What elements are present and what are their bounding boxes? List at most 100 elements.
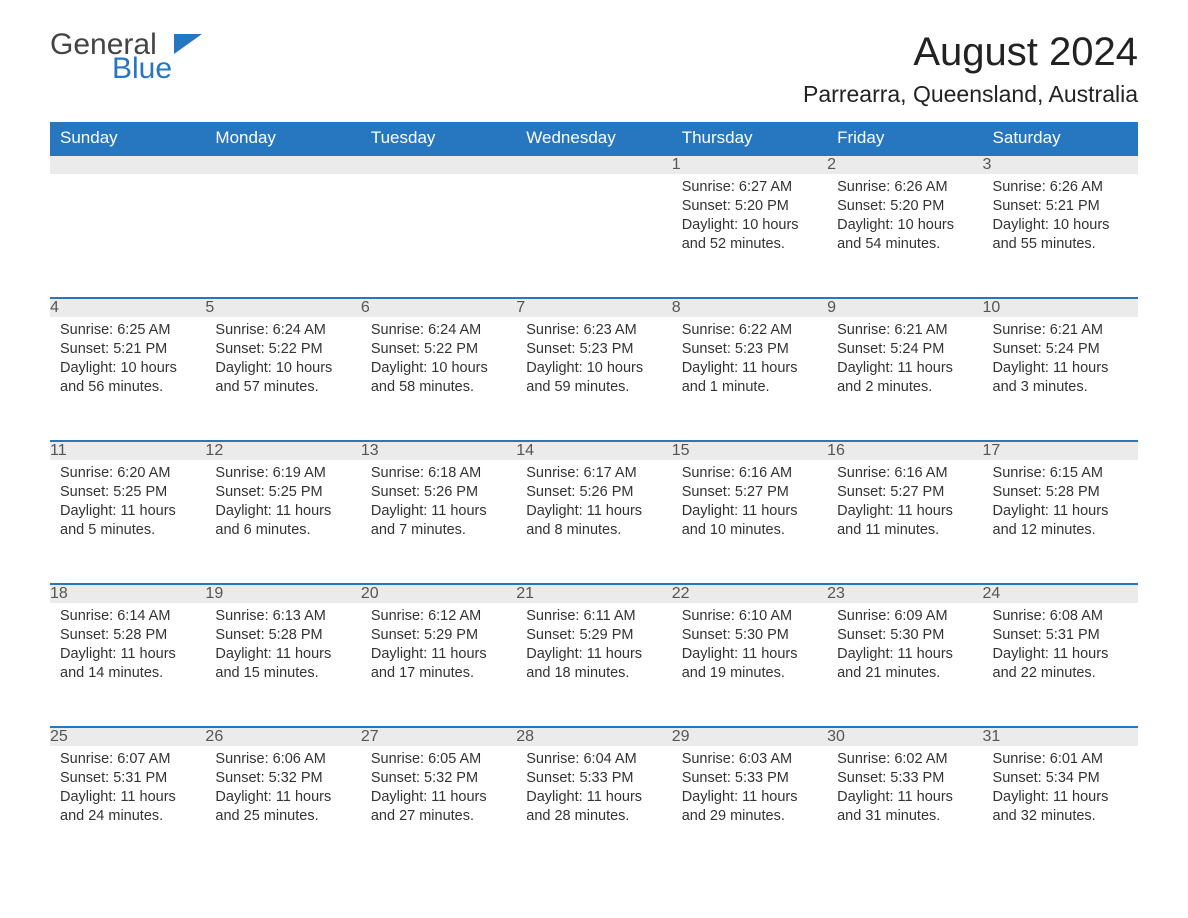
calendar-table: SundayMondayTuesdayWednesdayThursdayFrid… xyxy=(50,122,1138,870)
day-cell: Sunrise: 6:08 AMSunset: 5:31 PMDaylight:… xyxy=(983,603,1138,727)
empty-day-number xyxy=(516,155,671,174)
day-cell: Sunrise: 6:20 AMSunset: 5:25 PMDaylight:… xyxy=(50,460,205,584)
sunset-line: Sunset: 5:27 PM xyxy=(682,484,789,500)
day-content: Sunrise: 6:25 AMSunset: 5:21 PMDaylight:… xyxy=(50,317,205,408)
daylight-line: Daylight: 10 hours and 55 minutes. xyxy=(993,217,1110,252)
week-daynum-row: 11121314151617 xyxy=(50,441,1138,460)
daylight-line: Daylight: 11 hours and 1 minute. xyxy=(682,360,798,395)
sunrise-line: Sunrise: 6:23 AM xyxy=(526,322,636,338)
day-cell: Sunrise: 6:18 AMSunset: 5:26 PMDaylight:… xyxy=(361,460,516,584)
day-content: Sunrise: 6:02 AMSunset: 5:33 PMDaylight:… xyxy=(827,746,982,837)
day-cell: Sunrise: 6:17 AMSunset: 5:26 PMDaylight:… xyxy=(516,460,671,584)
day-cell: Sunrise: 6:14 AMSunset: 5:28 PMDaylight:… xyxy=(50,603,205,727)
day-cell: Sunrise: 6:06 AMSunset: 5:32 PMDaylight:… xyxy=(205,746,360,870)
day-number: 31 xyxy=(983,727,1138,746)
sunrise-line: Sunrise: 6:17 AM xyxy=(526,465,636,481)
sunset-line: Sunset: 5:22 PM xyxy=(215,341,322,357)
day-number: 13 xyxy=(361,441,516,460)
weekday-header: Saturday xyxy=(983,122,1138,155)
sunrise-line: Sunrise: 6:03 AM xyxy=(682,751,792,767)
weekday-header: Friday xyxy=(827,122,982,155)
sunrise-line: Sunrise: 6:24 AM xyxy=(215,322,325,338)
sunrise-line: Sunrise: 6:09 AM xyxy=(837,608,947,624)
day-cell: Sunrise: 6:15 AMSunset: 5:28 PMDaylight:… xyxy=(983,460,1138,584)
day-number: 3 xyxy=(983,155,1138,174)
sunset-line: Sunset: 5:33 PM xyxy=(526,770,633,786)
day-content: Sunrise: 6:01 AMSunset: 5:34 PMDaylight:… xyxy=(983,746,1138,837)
day-content: Sunrise: 6:04 AMSunset: 5:33 PMDaylight:… xyxy=(516,746,671,837)
month-title: August 2024 xyxy=(803,30,1138,75)
day-content: Sunrise: 6:14 AMSunset: 5:28 PMDaylight:… xyxy=(50,603,205,694)
logo-text-blue: Blue xyxy=(112,54,172,84)
sunrise-line: Sunrise: 6:11 AM xyxy=(526,608,635,624)
day-content: Sunrise: 6:05 AMSunset: 5:32 PMDaylight:… xyxy=(361,746,516,837)
daylight-line: Daylight: 11 hours and 15 minutes. xyxy=(215,646,331,681)
daylight-line: Daylight: 11 hours and 25 minutes. xyxy=(215,789,331,824)
day-cell: Sunrise: 6:09 AMSunset: 5:30 PMDaylight:… xyxy=(827,603,982,727)
sunset-line: Sunset: 5:24 PM xyxy=(837,341,944,357)
day-content: Sunrise: 6:12 AMSunset: 5:29 PMDaylight:… xyxy=(361,603,516,694)
day-cell: Sunrise: 6:26 AM Sunset: 5:21 PM Daylight:… xyxy=(983,174,1138,298)
sunset-line: Sunset: 5:21 PM xyxy=(993,198,1100,214)
day-content: Sunrise: 6:07 AM Sunset: 5:31 PM Daylight:… xyxy=(50,746,205,837)
logo: General Blue xyxy=(50,30,202,84)
sunrise-line: Sunrise: 6:13 AM xyxy=(215,608,325,624)
day-content: Sunrise: 6:21 AMSunset: 5:24 PMDaylight:… xyxy=(983,317,1138,408)
sunset-line: Sunset: 5:30 PM xyxy=(837,627,944,643)
daylight-line: Daylight: 10 hours and 57 minutes. xyxy=(215,360,332,395)
day-cell: Sunrise: 6:19 AMSunset: 5:25 PMDaylight:… xyxy=(205,460,360,584)
day-cell: Sunrise: 6:23 AMSunset: 5:23 PMDaylight:… xyxy=(516,317,671,441)
sunset-line: Sunset: 5:33 PM xyxy=(837,770,944,786)
day-number: 18 xyxy=(50,584,205,603)
daylight-line: Daylight: 10 hours and 56 minutes. xyxy=(60,360,177,395)
empty-day-cell xyxy=(516,174,671,298)
daylight-line: Daylight: 11 hours and 18 minutes. xyxy=(526,646,642,681)
day-number: 26 xyxy=(205,727,360,746)
day-number: 4 xyxy=(50,298,205,317)
empty-day-number xyxy=(205,155,360,174)
sunset-line: Sunset: 5:23 PM xyxy=(682,341,789,357)
sunrise-line: Sunrise: 6:19 AM xyxy=(215,465,325,481)
day-content: Sunrise: 6:22 AMSunset: 5:23 PMDaylight:… xyxy=(672,317,827,408)
day-number: 30 xyxy=(827,727,982,746)
sunset-line: Sunset: 5:20 PM xyxy=(837,198,944,214)
day-content: Sunrise: 6:24 AMSunset: 5:22 PMDaylight:… xyxy=(361,317,516,408)
day-cell: Sunrise: 6:12 AMSunset: 5:29 PMDaylight:… xyxy=(361,603,516,727)
day-cell: Sunrise: 6:22 AMSunset: 5:23 PMDaylight:… xyxy=(672,317,827,441)
week-daynum-row: 18192021222324 xyxy=(50,584,1138,603)
sunrise-line: Sunrise: 6:21 AM xyxy=(993,322,1103,338)
day-content: Sunrise: 6:27 AMSunset: 5:20 PMDaylight:… xyxy=(672,174,827,265)
day-number: 17 xyxy=(983,441,1138,460)
day-content: Sunrise: 6:24 AM Sunset: 5:22 PM Daylight:… xyxy=(205,317,360,408)
daylight-line: Daylight: 11 hours and 12 minutes. xyxy=(993,503,1109,538)
day-number: 5 xyxy=(205,298,360,317)
weekday-header: Thursday xyxy=(672,122,827,155)
daylight-line: Daylight: 11 hours and 10 minutes. xyxy=(682,503,798,538)
day-number: 14 xyxy=(516,441,671,460)
sunset-line: Sunset: 5:33 PM xyxy=(682,770,789,786)
week-content-row: Sunrise: 6:27 AMSunset: 5:20 PMDaylight:… xyxy=(50,174,1138,298)
day-number: 15 xyxy=(672,441,827,460)
day-number: 20 xyxy=(361,584,516,603)
day-content: Sunrise: 6:06 AMSunset: 5:32 PMDaylight:… xyxy=(205,746,360,837)
day-content: Sunrise: 6:15 AMSunset: 5:28 PMDaylight:… xyxy=(983,460,1138,551)
day-content: Sunrise: 6:21 AMSunset: 5:24 PMDaylight:… xyxy=(827,317,982,408)
day-cell: Sunrise: 6:25 AMSunset: 5:21 PMDaylight:… xyxy=(50,317,205,441)
day-content: Sunrise: 6:26 AMSunset: 5:20 PMDaylight:… xyxy=(827,174,982,265)
daylight-line: Daylight: 11 hours and 28 minutes. xyxy=(526,789,642,824)
sunrise-line: Sunrise: 6:26 AM xyxy=(993,179,1103,195)
day-number: 29 xyxy=(672,727,827,746)
weekday-header: Monday xyxy=(205,122,360,155)
sunrise-line: Sunrise: 6:07 AM xyxy=(60,751,170,767)
day-cell: Sunrise: 6:11 AMSunset: 5:29 PMDaylight:… xyxy=(516,603,671,727)
day-content: Sunrise: 6:08 AMSunset: 5:31 PMDaylight:… xyxy=(983,603,1138,694)
daylight-line: Daylight: 11 hours and 24 minutes. xyxy=(60,789,176,824)
day-cell: Sunrise: 6:02 AMSunset: 5:33 PMDaylight:… xyxy=(827,746,982,870)
sunset-line: Sunset: 5:30 PM xyxy=(682,627,789,643)
day-cell: Sunrise: 6:13 AMSunset: 5:28 PMDaylight:… xyxy=(205,603,360,727)
location-subtitle: Parrearra, Queensland, Australia xyxy=(803,81,1138,108)
sunset-line: Sunset: 5:31 PM xyxy=(993,627,1100,643)
week-daynum-row: 123 xyxy=(50,155,1138,174)
sunset-line: Sunset: 5:31 PM xyxy=(60,770,167,786)
day-number: 23 xyxy=(827,584,982,603)
